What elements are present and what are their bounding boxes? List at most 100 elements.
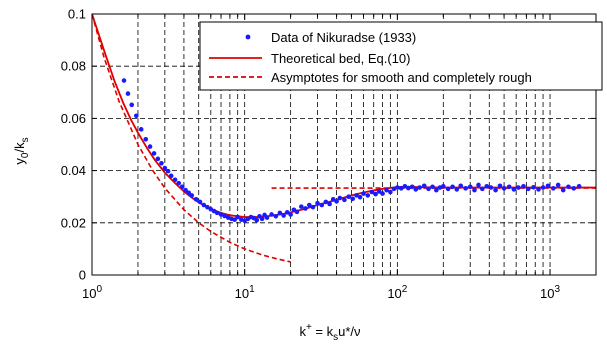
data-point [299, 204, 304, 209]
x-axis-label-sub: s [333, 332, 338, 343]
data-point [458, 183, 464, 189]
data-point [506, 184, 512, 190]
data-point [531, 185, 536, 190]
data-point [197, 199, 203, 205]
data-point [303, 206, 308, 211]
data-point [189, 193, 195, 198]
data-point [555, 182, 561, 188]
data-point [176, 180, 182, 186]
legend-label-asymptotes: Asymptotes for smooth and completely rou… [271, 70, 532, 85]
data-point [395, 185, 400, 190]
data-point [172, 177, 178, 183]
data-point [319, 202, 325, 208]
y-tick-label: 0.1 [68, 7, 86, 22]
data-point [388, 189, 393, 195]
data-point [323, 199, 329, 205]
x-tick-label: 102 [387, 284, 407, 301]
data-point [147, 144, 153, 149]
legend-label-theory: Theoretical bed, Eq.(10) [271, 51, 410, 66]
data-point [497, 183, 503, 189]
data-point [521, 183, 526, 189]
x-tick-label-base: 10 [82, 286, 96, 301]
data-point [193, 197, 199, 202]
data-point [143, 136, 149, 142]
data-point [488, 185, 494, 190]
data-point [337, 195, 343, 201]
data-point [218, 212, 224, 217]
data-point [476, 182, 481, 188]
data-point [373, 191, 378, 197]
data-point [454, 187, 460, 192]
data-point [186, 190, 192, 196]
data-point [179, 184, 185, 190]
data-point [357, 194, 363, 200]
data-point [450, 184, 455, 190]
data-point [540, 185, 546, 190]
data-point [409, 184, 415, 190]
data-point [536, 187, 541, 192]
y-tick-label: 0.02 [61, 215, 86, 230]
y-axis-label-main: y [12, 158, 27, 165]
x-tick-label: 103 [540, 284, 560, 301]
data-point [398, 186, 404, 191]
data-point [365, 193, 371, 198]
x-axis-label-eq: = k [312, 324, 334, 339]
data-point [550, 186, 556, 191]
data-point [350, 196, 356, 202]
data-point [576, 183, 582, 189]
data-point [315, 200, 320, 206]
data-point [183, 187, 188, 193]
data-point [254, 217, 260, 223]
data-point [441, 183, 446, 189]
x-tick-label-exponent: 2 [402, 284, 408, 295]
y-axis-label-text: y0/ks [12, 137, 31, 164]
x-tick-label-exponent: 0 [96, 284, 102, 295]
legend-entry-theory: Theoretical bed, Eq.(10) [209, 51, 410, 66]
data-point [511, 187, 517, 192]
data-point [463, 186, 468, 191]
legend-marker-dot [245, 34, 251, 40]
data-point [472, 187, 477, 193]
data-point [571, 186, 577, 191]
x-axis-label-sup: + [306, 322, 312, 333]
data-point [129, 102, 135, 108]
data-point [235, 214, 240, 220]
y-axis-label-subs: s [20, 137, 31, 142]
data-point [376, 189, 382, 194]
data-point [151, 151, 157, 156]
data-point [467, 184, 473, 190]
data-point [560, 187, 566, 193]
data-point [426, 186, 431, 192]
axis-ticks [91, 13, 597, 276]
data-point [222, 213, 228, 219]
data-point [417, 185, 422, 190]
data-point [162, 165, 168, 171]
data-point [310, 204, 316, 210]
data-point [133, 113, 139, 119]
y-tick-label: 0.04 [61, 163, 86, 178]
data-point [346, 194, 351, 199]
x-tick-label-base: 10 [387, 286, 401, 301]
data-point [516, 185, 521, 190]
x-tick-label-base: 10 [235, 286, 249, 301]
plot-area [92, 14, 596, 263]
y-axis-label-slash: /k [12, 142, 27, 153]
data-point [434, 187, 439, 193]
data-point [232, 217, 237, 222]
data-point [214, 210, 220, 216]
x-tick-label: 100 [82, 284, 102, 301]
data-point [284, 210, 290, 215]
data-point [342, 197, 347, 203]
axes-box [91, 13, 597, 276]
y-tick-label: 0.06 [61, 111, 86, 126]
data-point [493, 187, 498, 193]
legend-label-data: Data of Nikuradse (1933) [271, 30, 416, 45]
legend-entry-asymptotes: Asymptotes for smooth and completely rou… [209, 70, 532, 85]
data-point [125, 91, 131, 96]
y-tick-label: 0.08 [61, 59, 86, 74]
y-tick-label: 0 [79, 268, 86, 283]
x-tick-label-exponent: 3 [554, 284, 560, 295]
data-point [334, 199, 339, 204]
